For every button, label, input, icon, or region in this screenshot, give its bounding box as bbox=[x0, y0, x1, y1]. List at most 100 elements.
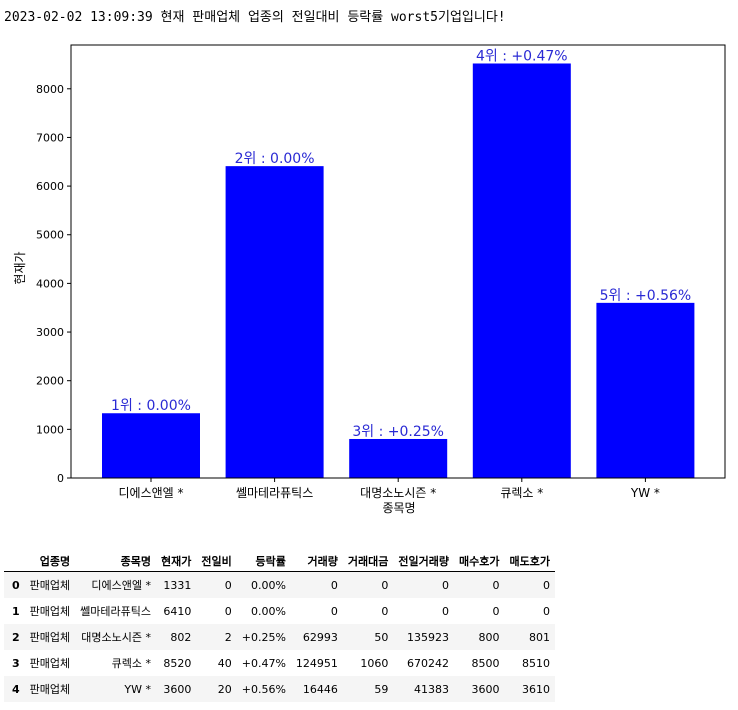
column-header-8: 전일거래량 bbox=[393, 551, 454, 572]
table-cell: 대명소노시즌 * bbox=[81, 631, 151, 644]
table-cell: 800 bbox=[478, 630, 500, 644]
table-cell: 16446 bbox=[302, 682, 338, 696]
table-cell: 8500 bbox=[471, 656, 500, 670]
table-cell: 801 bbox=[528, 630, 550, 644]
bar-label-3: 4위 : +0.47% bbox=[476, 48, 568, 64]
stock-table: 업종명 종목명 현재가 전일비 등락률 거래량 거래대금 전일거래량 매수호가 매도호가 0 판매업… bbox=[4, 551, 555, 702]
table-cell: 8510 bbox=[521, 656, 550, 670]
table-cell: 124951 bbox=[295, 656, 338, 670]
bar-chart: 0 1000 2000 3000 4000 5000 6000 7000 8000 디에스앤엘 … bbox=[13, 44, 726, 515]
table-cell: 디에스앤엘 * bbox=[91, 579, 151, 592]
table-cell: +0.56% bbox=[241, 682, 286, 696]
y-tick-label-2: 2000 bbox=[36, 375, 64, 388]
table-cell: YW * bbox=[124, 682, 151, 696]
column-header-5: 등락률 bbox=[236, 551, 291, 572]
table-cell: 판매업체 bbox=[29, 605, 71, 618]
y-tick-label-6: 6000 bbox=[36, 180, 64, 193]
table-row: 3 판매업체 큐렉소 * 8520 40 +0.47% 124951 1060 670242 85… bbox=[4, 650, 555, 676]
table-cell: 670242 bbox=[407, 656, 449, 670]
bar-label-4: 5위 : +0.56% bbox=[600, 288, 692, 304]
y-tick-label-3: 3000 bbox=[36, 326, 64, 339]
table-cell: 판매업체 bbox=[29, 683, 71, 696]
bar-label-0: 1위 : 0.00% bbox=[111, 398, 191, 414]
table-cell: 0 bbox=[442, 578, 449, 592]
y-tick-label-8: 8000 bbox=[36, 83, 64, 96]
y-tick-label-1: 1000 bbox=[36, 423, 64, 436]
table-cell: 0 bbox=[12, 578, 20, 592]
table-cell: 4 bbox=[12, 682, 20, 696]
column-header-10: 매도호가 bbox=[504, 551, 555, 572]
y-axis-label: 현재가 bbox=[13, 251, 27, 284]
table-cell: 판매업체 bbox=[29, 631, 71, 644]
table-cell: 0 bbox=[330, 604, 338, 618]
table-cell: 135923 bbox=[407, 630, 449, 644]
table-cell: 41383 bbox=[414, 682, 449, 696]
bar-1 bbox=[225, 166, 324, 478]
bar-2 bbox=[349, 438, 448, 478]
table-cell: 쎌마테라퓨틱스 bbox=[80, 605, 151, 618]
x-tick-label-0: 디에스앤엘 * bbox=[118, 486, 183, 500]
bar-label-1: 2위 : 0.00% bbox=[235, 151, 315, 167]
table-cell: 0 bbox=[442, 604, 449, 618]
table-cell: 0 bbox=[224, 578, 232, 592]
table-row: 2 판매업체 대명소노시즌 * 802 2 +0.25% 62993 50 135923 800 8… bbox=[4, 624, 555, 650]
table-cell: 3600 bbox=[163, 682, 192, 696]
bar-0 bbox=[102, 413, 200, 478]
table-cell: 1060 bbox=[360, 656, 389, 670]
table-cell: 큐렉소 * bbox=[111, 657, 151, 670]
table-cell: 1331 bbox=[163, 578, 192, 592]
table-cell: 3610 bbox=[521, 682, 550, 696]
table-cell: 판매업체 bbox=[29, 579, 71, 592]
table-header-row: 업종명 종목명 현재가 전일비 등락률 거래량 거래대금 전일거래량 매수호가 매도호가 bbox=[4, 551, 555, 572]
table-row: 1 판매업체 쎌마테라퓨틱스 6410 0 0.00% 0 0 0 0 0 bbox=[4, 598, 555, 624]
table-cell: 8520 bbox=[163, 656, 192, 670]
table-cell: 50 bbox=[374, 630, 389, 644]
table-cell: 2 bbox=[224, 630, 232, 644]
table-cell: 20 bbox=[217, 682, 232, 696]
table-cell: 0 bbox=[542, 604, 550, 618]
column-header-9: 매수호가 bbox=[454, 551, 505, 572]
table-cell: 0 bbox=[492, 604, 500, 618]
x-tick-label-3: 큐렉소 * bbox=[500, 486, 543, 500]
x-axis-label: 종목명 bbox=[382, 501, 415, 515]
table-cell: 0 bbox=[330, 578, 338, 592]
column-header-2: 종목명 bbox=[75, 551, 156, 572]
table-cell: 0 bbox=[542, 578, 550, 592]
table-cell: 0 bbox=[492, 578, 500, 592]
column-header-1: 업종명 bbox=[24, 551, 76, 572]
bar-4 bbox=[596, 302, 695, 478]
x-tick-label-2: 대명소노시즌 * bbox=[360, 486, 436, 500]
table-cell: 판매업체 bbox=[29, 657, 71, 670]
bar-label-2: 3위 : +0.25% bbox=[352, 424, 444, 440]
table-cell: 0 bbox=[381, 578, 389, 592]
column-header-3: 현재가 bbox=[155, 551, 197, 572]
headline: 2023-02-02 13:09:39 현재 판매업체 업종의 전일대비 등락률… bbox=[4, 10, 506, 25]
table-cell: 3 bbox=[12, 656, 20, 670]
table-cell: 802 bbox=[170, 630, 192, 644]
table-cell: 62993 bbox=[302, 630, 338, 644]
table-cell: 0.00% bbox=[250, 604, 286, 618]
table-cell: +0.25% bbox=[241, 630, 286, 644]
table-cell: 0 bbox=[381, 604, 389, 618]
y-tick-label-5: 5000 bbox=[36, 229, 64, 242]
table-cell: 0.00% bbox=[250, 578, 286, 592]
table-row: 4 판매업체 YW * 3600 20 +0.56% 16446 59 41383 3600 361… bbox=[4, 676, 555, 702]
table-cell: 0 bbox=[224, 604, 232, 618]
bar-3 bbox=[472, 63, 571, 478]
x-tick-label-4: YW * bbox=[630, 486, 660, 500]
column-header-4: 전일비 bbox=[196, 551, 237, 572]
y-tick-label-4: 4000 bbox=[36, 277, 64, 290]
y-tick-label-0: 0 bbox=[57, 472, 64, 485]
column-header-7: 거래대금 bbox=[342, 551, 394, 572]
table-cell: 40 bbox=[217, 656, 232, 670]
table-cell: 59 bbox=[374, 682, 389, 696]
table-cell: 1 bbox=[12, 604, 20, 618]
table-cell: 3600 bbox=[471, 682, 500, 696]
table-row: 0 판매업체 디에스앤엘 * 1331 0 0.00% 0 0 0 0 0 bbox=[4, 571, 555, 598]
plot-frame bbox=[70, 44, 726, 479]
y-tick-label-7: 7000 bbox=[36, 131, 64, 144]
table-cell: 2 bbox=[12, 630, 20, 644]
x-tick-label-1: 쎌마테라퓨틱스 bbox=[236, 486, 313, 500]
table-cell: +0.47% bbox=[241, 656, 286, 670]
table-cell: 6410 bbox=[163, 604, 192, 618]
